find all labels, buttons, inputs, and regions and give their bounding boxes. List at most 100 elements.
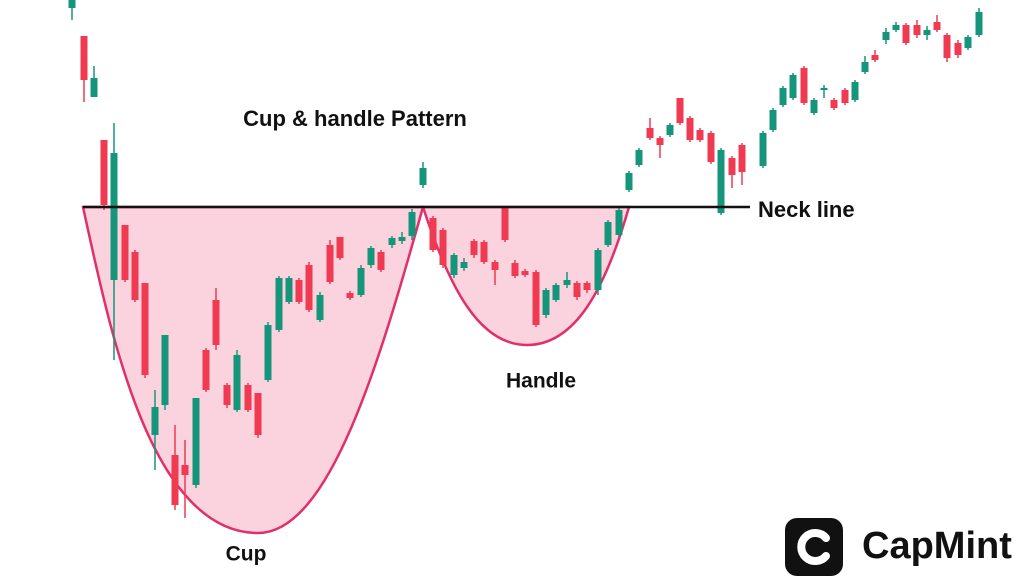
candle-body bbox=[820, 88, 828, 90]
candle-body bbox=[707, 133, 715, 162]
candle-body bbox=[789, 75, 797, 98]
candle-body bbox=[181, 465, 189, 475]
candle-body bbox=[759, 133, 767, 166]
candle-body bbox=[686, 118, 694, 140]
candle-body bbox=[964, 37, 972, 48]
candle-body bbox=[728, 158, 736, 175]
logo-glyph bbox=[797, 529, 830, 565]
candle-body bbox=[933, 22, 941, 30]
candle-body bbox=[80, 36, 88, 80]
candle-body bbox=[408, 212, 416, 236]
title: Cup & handle Pattern bbox=[243, 106, 467, 131]
logo-text: CapMint bbox=[862, 525, 1012, 567]
candle-body bbox=[295, 280, 303, 302]
candle-body bbox=[141, 283, 149, 375]
candle-body bbox=[336, 237, 344, 258]
candle-body bbox=[171, 455, 179, 505]
candle-body bbox=[943, 35, 951, 58]
candle-body bbox=[161, 335, 169, 405]
candle-body bbox=[923, 30, 931, 35]
candles bbox=[68, 0, 983, 518]
candle-body bbox=[398, 237, 406, 241]
candle-body bbox=[460, 262, 468, 268]
candle-body bbox=[861, 62, 869, 72]
candle-body bbox=[100, 140, 108, 205]
candle-body bbox=[367, 248, 375, 265]
candle-body bbox=[615, 210, 623, 235]
candle-body bbox=[192, 398, 200, 485]
candle-body bbox=[264, 325, 272, 380]
candle-body bbox=[594, 250, 602, 290]
candle-body bbox=[121, 225, 129, 280]
candle-body bbox=[666, 125, 674, 135]
candle-body bbox=[419, 168, 427, 185]
cup-shape bbox=[81, 205, 425, 535]
candle-body bbox=[851, 82, 859, 100]
candle-body bbox=[68, 0, 76, 8]
candle-body bbox=[871, 55, 879, 60]
logo-icon bbox=[785, 518, 843, 576]
candle-body bbox=[110, 153, 118, 280]
candle-body bbox=[470, 241, 478, 255]
candle-body bbox=[830, 100, 838, 108]
candle-body bbox=[202, 350, 210, 390]
candle-body bbox=[975, 12, 983, 35]
candle-body bbox=[326, 245, 334, 282]
candle-body bbox=[439, 230, 447, 265]
candle-body bbox=[429, 218, 437, 250]
candle-body bbox=[316, 295, 324, 320]
neck-line-label: Neck line bbox=[758, 197, 855, 222]
handle-label: Handle bbox=[506, 370, 576, 393]
candle-body bbox=[377, 252, 385, 270]
candle-body bbox=[151, 407, 159, 435]
candle-body bbox=[346, 293, 354, 298]
candle-body bbox=[552, 285, 560, 300]
candle-body bbox=[563, 280, 571, 285]
candle-body bbox=[542, 290, 550, 315]
candle-body bbox=[738, 145, 746, 172]
candle-body bbox=[902, 25, 910, 43]
candle-body bbox=[491, 262, 499, 270]
candle-body bbox=[388, 238, 396, 245]
candle-body bbox=[532, 272, 540, 325]
candle-body bbox=[913, 25, 921, 35]
candle-body bbox=[254, 393, 262, 435]
candle-body bbox=[676, 98, 684, 123]
logo: CapMint bbox=[785, 518, 1012, 576]
candle-body bbox=[212, 300, 220, 345]
candle-body bbox=[696, 130, 704, 140]
candle-body bbox=[800, 68, 808, 103]
cup-label: Cup bbox=[226, 543, 267, 566]
candle-body bbox=[233, 355, 241, 410]
candle-body bbox=[305, 265, 313, 310]
candle-body bbox=[717, 150, 725, 213]
candle-body bbox=[604, 222, 612, 245]
candle-body bbox=[511, 263, 519, 276]
candle-body bbox=[779, 88, 787, 105]
candle-body bbox=[892, 25, 900, 30]
candle-body bbox=[275, 278, 283, 330]
candle-body bbox=[131, 252, 139, 300]
candle-body bbox=[450, 255, 458, 275]
candle-body bbox=[357, 268, 365, 295]
candle-body bbox=[769, 110, 777, 130]
candle-body bbox=[244, 385, 252, 410]
candle-body bbox=[646, 128, 654, 138]
candle-body bbox=[954, 43, 962, 55]
candle-body bbox=[656, 138, 664, 145]
candle-body bbox=[501, 208, 509, 240]
candle-body bbox=[583, 283, 591, 290]
candle-body bbox=[810, 100, 818, 113]
candle-body bbox=[882, 32, 890, 40]
candle-body bbox=[841, 90, 849, 103]
candle-body bbox=[285, 278, 293, 302]
candle-body bbox=[521, 271, 529, 275]
candle-body bbox=[635, 150, 643, 165]
candle-body bbox=[90, 78, 98, 97]
candle-body bbox=[480, 242, 488, 262]
candle-body bbox=[625, 173, 633, 190]
candle-body bbox=[573, 283, 581, 297]
candle-body bbox=[223, 385, 231, 405]
